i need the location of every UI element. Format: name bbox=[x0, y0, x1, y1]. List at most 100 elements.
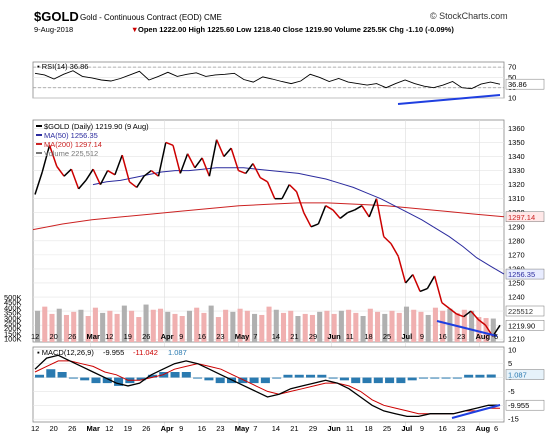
price-panel bbox=[32, 119, 505, 343]
price-segment bbox=[397, 256, 407, 284]
x-axis-label-price: 18 bbox=[364, 332, 372, 341]
volume-bar bbox=[172, 313, 178, 342]
volume-bar bbox=[425, 314, 431, 342]
x-axis-label-macd: 12 bbox=[31, 424, 39, 433]
price-segment bbox=[107, 169, 116, 176]
rsi-legend: ▪ RSI(14) 36.86 bbox=[37, 62, 88, 71]
x-axis-label-macd: 9 bbox=[179, 424, 183, 433]
volume-value-label: 225512 bbox=[508, 307, 533, 316]
x-axis-label-macd: 26 bbox=[142, 424, 150, 433]
volume-bar bbox=[375, 311, 381, 342]
price-segment bbox=[339, 212, 348, 219]
macd-signal-line bbox=[34, 360, 501, 415]
x-axis-label-macd: 14 bbox=[272, 424, 280, 433]
price-segment bbox=[361, 205, 370, 218]
ma200-value-label-box bbox=[505, 211, 545, 223]
macd-line bbox=[34, 354, 501, 418]
price-segment bbox=[325, 205, 334, 211]
volume-value-label-box bbox=[505, 305, 545, 317]
volume-bar bbox=[85, 316, 91, 342]
price-segment bbox=[238, 169, 246, 175]
x-axis-label-price: 21 bbox=[290, 332, 298, 341]
macd-histogram-bar bbox=[249, 377, 259, 384]
x-axis-label-price: 16 bbox=[438, 332, 446, 341]
x-axis-label-price: 19 bbox=[124, 332, 132, 341]
chart-date: 9-Aug-2018 bbox=[34, 25, 74, 34]
volume-bar bbox=[56, 308, 62, 342]
volume-bar bbox=[490, 318, 496, 342]
ohlc-summary: Open 1222.00 High 1225.60 Low 1218.40 Cl… bbox=[138, 25, 454, 34]
volume-bar bbox=[288, 310, 294, 342]
x-axis-label-macd: 19 bbox=[124, 424, 132, 433]
x-axis-label-macd: 23 bbox=[216, 424, 224, 433]
price-segment bbox=[295, 191, 305, 213]
x-axis-label-macd: May bbox=[235, 424, 250, 433]
price-legend-entry: Volume 225,512 bbox=[44, 149, 98, 158]
x-axis-label-price: Mar bbox=[87, 332, 100, 341]
macd-hist-value-label-box bbox=[505, 369, 545, 380]
ma50-value-label: 1256.35 bbox=[508, 270, 535, 279]
volume-bar bbox=[186, 310, 192, 342]
volume-bar bbox=[338, 310, 344, 342]
macd-axis-tick-label: -5 bbox=[508, 387, 515, 396]
ma50-value-label-box bbox=[505, 268, 545, 280]
price-segment bbox=[201, 157, 211, 177]
macd-histogram-bar bbox=[362, 377, 372, 384]
volume-bar bbox=[367, 308, 373, 342]
volume-bar bbox=[295, 316, 301, 342]
price-segment bbox=[92, 168, 102, 185]
price-segment bbox=[470, 310, 479, 321]
x-axis-label-macd: 7 bbox=[253, 424, 257, 433]
price-segment bbox=[368, 198, 378, 218]
price-segment bbox=[223, 147, 232, 158]
x-axis-label-price: 11 bbox=[346, 332, 354, 341]
x-axis-label-price: Jul bbox=[401, 332, 412, 341]
volume-bar bbox=[360, 316, 366, 342]
price-segment bbox=[157, 142, 167, 177]
volume-bar bbox=[331, 313, 337, 342]
volume-bar bbox=[461, 309, 467, 342]
price-segment bbox=[390, 243, 399, 257]
macd-legend-name: ▪ MACD(12,26,9) bbox=[37, 348, 94, 357]
price-segment bbox=[441, 302, 450, 309]
macd-legend-signal: -11.042 bbox=[133, 348, 158, 357]
volume-bar bbox=[309, 314, 315, 342]
price-segment bbox=[310, 223, 319, 228]
macd-axis-tick-label: 10 bbox=[508, 345, 516, 354]
x-axis-label-macd: 29 bbox=[309, 424, 317, 433]
price-segment bbox=[70, 168, 80, 190]
price-segment bbox=[433, 275, 443, 303]
x-axis-label-price: Jun bbox=[327, 332, 341, 341]
volume-bar bbox=[280, 312, 287, 342]
macd-value-label-box bbox=[505, 399, 545, 411]
macd-histogram-bar bbox=[317, 374, 327, 378]
price-trendline bbox=[436, 320, 498, 337]
price-axis-tick-label: 1320 bbox=[508, 180, 525, 189]
volume-bar bbox=[237, 308, 243, 342]
x-axis-label-price: 9 bbox=[420, 332, 424, 341]
macd-legend-macd: -9.955 bbox=[103, 348, 124, 357]
x-axis-label-price: 26 bbox=[68, 332, 76, 341]
price-axis-tick-label: 1210 bbox=[508, 335, 525, 344]
macd-axis-tick-label: -15 bbox=[508, 415, 519, 424]
macd-histogram-bar bbox=[272, 377, 282, 379]
volume-bar bbox=[259, 314, 265, 342]
rsi-axis-tick-label: 50 bbox=[508, 73, 516, 82]
price-segment bbox=[303, 212, 312, 228]
x-axis-label-price: 23 bbox=[457, 332, 465, 341]
volume-tick-label: 100K bbox=[4, 335, 22, 344]
price-axis-tick-label: 1310 bbox=[508, 194, 525, 203]
macd-histogram-bar bbox=[486, 374, 496, 378]
x-axis-label-macd: 9 bbox=[420, 424, 424, 433]
volume-bar bbox=[244, 310, 250, 342]
x-axis-label-macd: 25 bbox=[383, 424, 391, 433]
price-segment bbox=[194, 157, 203, 169]
volume-bar bbox=[143, 304, 149, 342]
price-segment bbox=[121, 154, 131, 183]
symbol-title: $GOLD bbox=[34, 9, 79, 24]
volume-bar bbox=[476, 317, 482, 342]
x-axis-label-macd: Aug bbox=[475, 424, 490, 433]
x-axis-label-macd: 11 bbox=[346, 424, 354, 433]
volume-tick-label: 500K bbox=[4, 293, 22, 302]
